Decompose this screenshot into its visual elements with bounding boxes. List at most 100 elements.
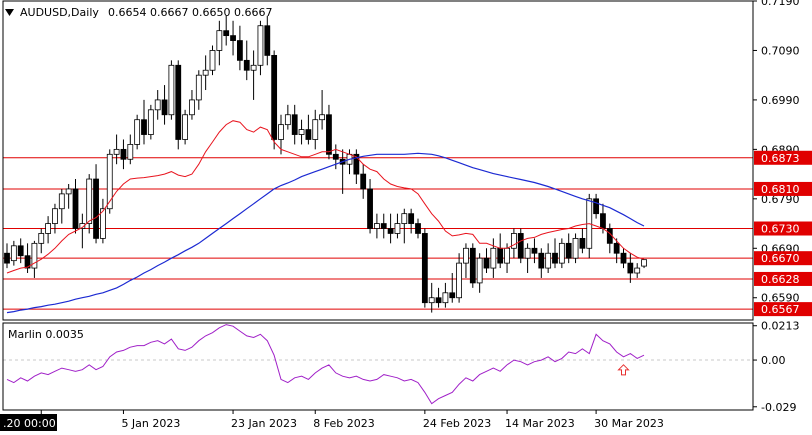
candle-body (86, 178, 93, 224)
cursor-time-box (0, 414, 57, 431)
candle-body (100, 208, 106, 239)
candle-body (641, 259, 647, 267)
candle-body (469, 247, 476, 284)
level-price-label: 0.6567 (761, 303, 800, 316)
level-price-tag (754, 271, 812, 286)
candle-body (394, 223, 401, 234)
candle-body (380, 223, 387, 229)
candle-body (572, 237, 579, 259)
main-pane-frame (2, 0, 754, 321)
osc-y-tick-label: 0.00 (761, 354, 786, 367)
candle-body (442, 292, 449, 304)
ohlc-open: 0.6654 (108, 6, 147, 19)
x-tick-label: 14 Mar 2023 (505, 417, 575, 430)
dropdown-arrow-icon[interactable] (5, 9, 14, 16)
candle-body (579, 237, 586, 249)
candle-body (202, 69, 209, 76)
candle-body (517, 233, 524, 259)
candle-body (271, 55, 278, 140)
level-price-label: 0.6810 (761, 183, 800, 196)
level-price-label: 0.6628 (761, 273, 800, 286)
candle-body (38, 233, 45, 244)
candle-body (243, 59, 250, 71)
candle-body (531, 247, 538, 254)
candle-body (10, 245, 17, 262)
level-price-tag (754, 251, 812, 266)
candle-body (367, 188, 373, 229)
candle-body (312, 119, 319, 140)
candle-body (291, 114, 298, 135)
candle-body (141, 119, 147, 135)
y-tick-label: 0.7090 (761, 44, 800, 57)
main-pane (3, 15, 753, 314)
osc-y-tick-label: 0.0213 (761, 320, 800, 333)
candle-body (45, 223, 51, 234)
fast-moving-average-line (6, 120, 645, 274)
x-tick-label: 30 Mar 2023 (594, 417, 664, 430)
candle-body (504, 247, 510, 264)
candle-body (565, 242, 572, 259)
level-price-tag (754, 302, 812, 317)
level-price-label: 0.6670 (761, 252, 800, 265)
candle-body (545, 252, 552, 269)
y-tick-label: 0.6790 (761, 193, 800, 206)
candle-body (106, 153, 113, 210)
candle-body (490, 247, 497, 269)
candle-body (373, 223, 380, 229)
candle-body (284, 114, 291, 126)
y-tick-label: 0.6990 (761, 94, 800, 107)
candle-body (524, 247, 531, 259)
candle-body (600, 213, 606, 229)
candle-body (538, 252, 545, 269)
candle-body (209, 50, 216, 71)
candle-body (4, 252, 10, 264)
level-price-tag (754, 181, 812, 196)
candle-body (415, 223, 421, 234)
candle-body (449, 292, 456, 299)
candle-body (278, 124, 284, 140)
oscillator-label: Marlin 0.0035 (8, 328, 84, 341)
candle-body (456, 262, 463, 299)
candle-body (435, 297, 442, 304)
candle-body (120, 148, 127, 160)
ohlc-low: 0.6650 (192, 6, 231, 19)
candle-body (58, 193, 65, 210)
candle-body (319, 114, 326, 121)
candle-body (216, 30, 223, 51)
candle-body (113, 148, 120, 155)
x-tick-label: 23 Jan 2023 (231, 417, 297, 430)
level-price-label: 0.6730 (761, 223, 800, 236)
candle-body (497, 247, 504, 264)
osc-y-tick-label: -0.029 (761, 401, 796, 414)
candle-body (387, 228, 394, 234)
candle-body (627, 262, 634, 274)
candle-body (24, 255, 31, 269)
candle-body (175, 64, 182, 140)
candle-body (634, 267, 641, 274)
candle-body (161, 99, 168, 116)
candle-body (31, 242, 38, 269)
candle-body (79, 223, 86, 229)
slow-moving-average-line (6, 152, 645, 314)
candle-body (93, 178, 99, 239)
candle-body (408, 213, 415, 224)
candle-body (305, 129, 312, 140)
x-tick-label: 24 Feb 2023 (423, 417, 491, 430)
oscillator-line (6, 324, 645, 405)
candle-body (17, 245, 24, 257)
candle-body (154, 99, 161, 111)
candle-body (195, 74, 202, 101)
candle-body (483, 257, 490, 269)
candle-body (558, 242, 565, 264)
level-price-tag (754, 221, 812, 236)
level-price-tag (754, 150, 812, 165)
candle-body (127, 144, 134, 160)
candle-body (401, 213, 408, 224)
candle-body (421, 233, 428, 304)
level-price-label: 0.6873 (761, 152, 800, 165)
ohlc-high: 0.6667 (150, 6, 189, 19)
candle-body (613, 242, 620, 254)
candle-body (72, 188, 79, 229)
candle-body (620, 252, 627, 264)
